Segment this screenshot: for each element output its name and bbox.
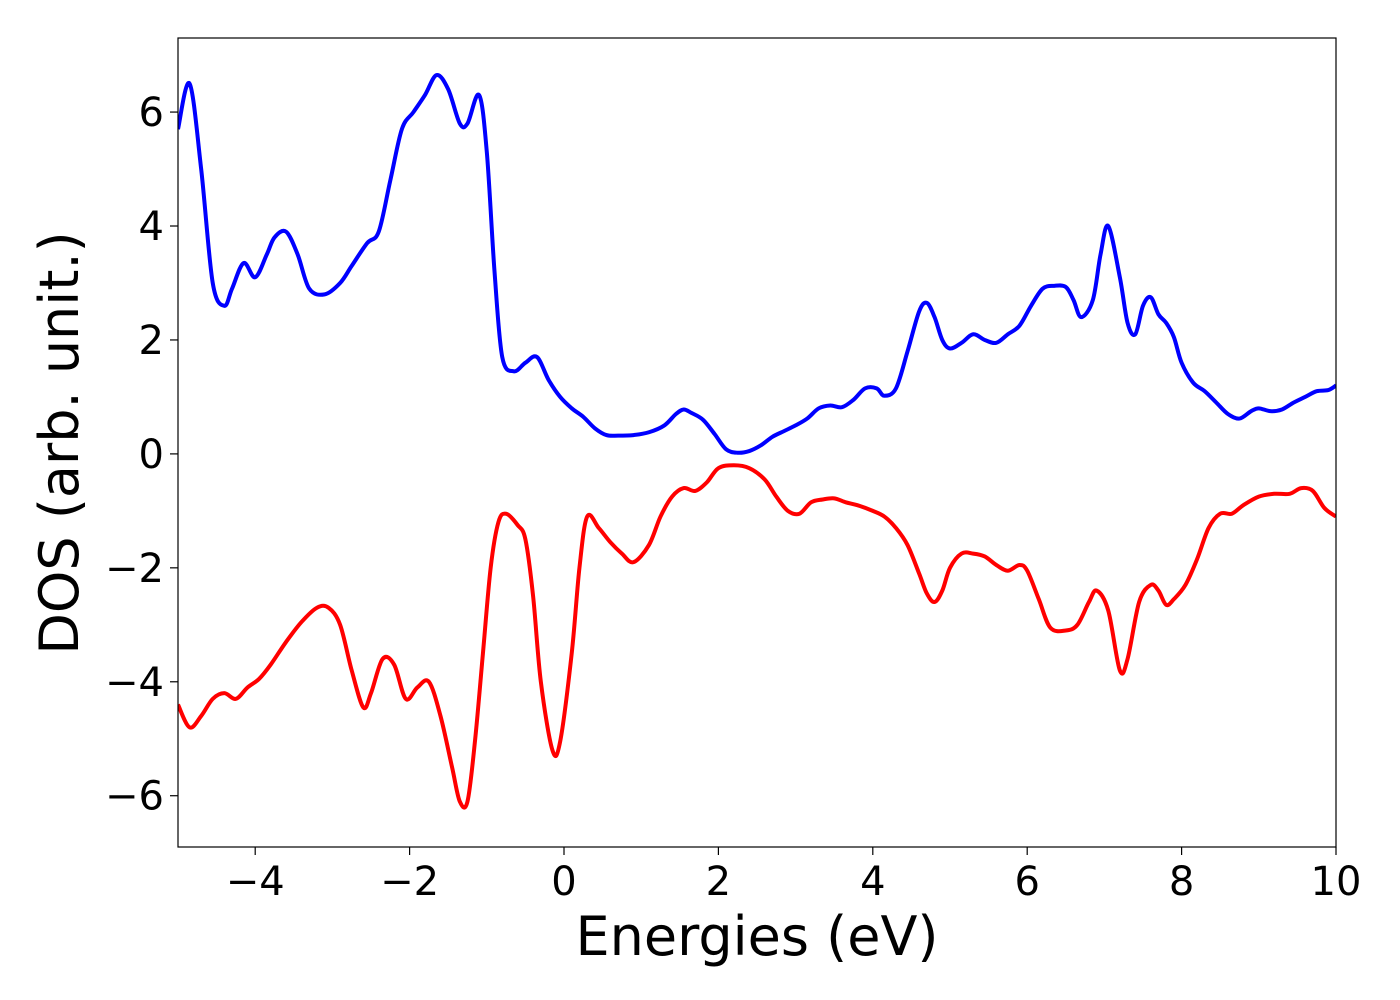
x-tick-label: 8 — [1169, 859, 1194, 905]
y-axis-title: DOS (arb. unit.) — [28, 231, 91, 654]
series-line-2 — [178, 463, 1336, 810]
plot-frame — [177, 37, 1337, 848]
x-axis-title: Energies (eV) — [576, 905, 939, 968]
x-tick-label: 6 — [1014, 859, 1039, 905]
x-axis: −4 −2 0 2 4 6 8 10 — [226, 847, 1362, 905]
y-tick-label: −4 — [105, 660, 164, 706]
y-tick-label: −2 — [105, 546, 164, 592]
y-tick-label: 4 — [139, 204, 164, 250]
x-tick-label: −2 — [380, 859, 439, 905]
series-line-1 — [178, 73, 1336, 455]
x-tick-label: 0 — [551, 859, 576, 905]
y-tick-label: 6 — [139, 90, 164, 136]
y-tick-label: −6 — [105, 774, 164, 820]
y-tick-label: 2 — [139, 318, 164, 364]
y-tick-label: 0 — [139, 432, 164, 478]
x-tick-label: 4 — [860, 859, 885, 905]
y-axis: −6 −4 −2 0 2 4 6 — [105, 90, 178, 820]
x-tick-label: 2 — [706, 859, 731, 905]
x-tick-label: −4 — [226, 859, 285, 905]
x-tick-label: 10 — [1311, 859, 1362, 905]
series-layer — [178, 73, 1336, 810]
